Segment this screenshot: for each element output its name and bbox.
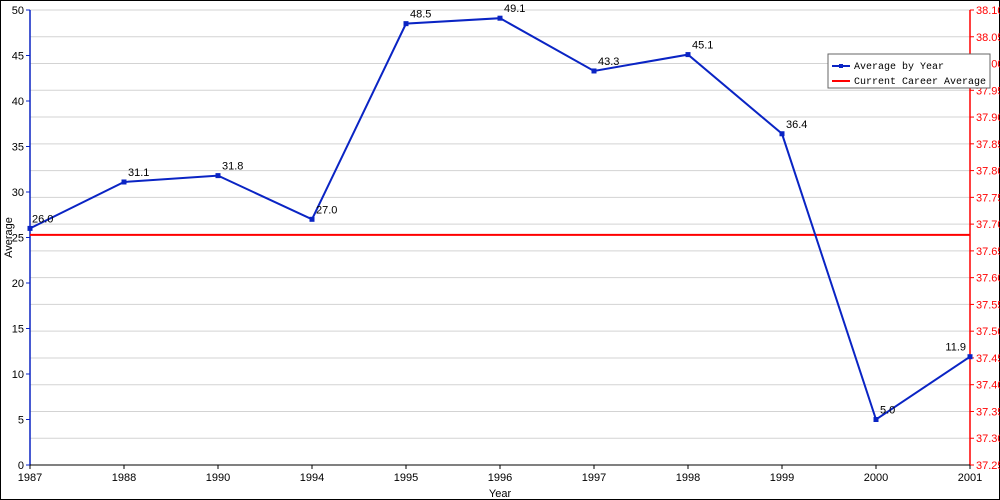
- data-point-marker: [780, 132, 784, 136]
- dual-axis-line-chart: 05101520253035404550Average37.2537.3037.…: [0, 0, 1000, 500]
- y-left-tick-label: 45: [12, 51, 24, 63]
- y-right-tick-label: 37.45: [976, 353, 1000, 365]
- y-left-tick-label: 5: [18, 415, 24, 427]
- y-right-tick-label: 37.35: [976, 406, 1000, 418]
- chart-container: 05101520253035404550Average37.2537.3037.…: [0, 0, 1000, 500]
- data-point-marker: [874, 418, 878, 422]
- data-point-label: 27.0: [316, 204, 337, 216]
- y-right-tick-label: 37.80: [976, 166, 1000, 178]
- data-point-label: 49.1: [504, 3, 525, 15]
- y-left-axis-label: Average: [3, 217, 15, 258]
- y-right-tick-label: 37.85: [976, 139, 1000, 151]
- data-point-label: 43.3: [598, 56, 619, 68]
- data-point-marker: [28, 226, 32, 230]
- x-tick-label: 1998: [676, 472, 700, 484]
- y-left-tick-label: 40: [12, 96, 24, 108]
- x-tick-label: 1996: [488, 472, 512, 484]
- y-right-tick-label: 37.65: [976, 246, 1000, 258]
- y-left-tick-label: 50: [12, 5, 24, 17]
- data-point-label: 48.5: [410, 9, 431, 21]
- data-point-marker: [498, 16, 502, 20]
- y-right-tick-label: 38.10: [976, 5, 1000, 17]
- x-axis-label: Year: [489, 488, 512, 500]
- y-left-tick-label: 20: [12, 278, 24, 290]
- data-point-marker: [216, 174, 220, 178]
- data-point-label: 11.9: [945, 342, 966, 354]
- x-tick-label: 2001: [958, 472, 982, 484]
- data-point-marker: [968, 355, 972, 359]
- y-left-tick-label: 35: [12, 142, 24, 154]
- x-tick-label: 1990: [206, 472, 230, 484]
- x-tick-label: 1987: [18, 472, 42, 484]
- y-right-tick-label: 37.30: [976, 433, 1000, 445]
- y-right-tick-label: 38.05: [976, 32, 1000, 44]
- y-left-tick-label: 10: [12, 369, 24, 381]
- legend-item-label: Average by Year: [854, 61, 944, 73]
- y-left-tick-label: 0: [18, 460, 24, 472]
- x-tick-label: 1997: [582, 472, 606, 484]
- data-point-label: 36.4: [786, 119, 807, 131]
- data-point-label: 5.0: [880, 405, 895, 417]
- data-point-label: 31.8: [222, 161, 243, 173]
- data-point-label: 31.1: [128, 167, 149, 179]
- y-right-tick-label: 37.40: [976, 380, 1000, 392]
- y-right-tick-label: 37.55: [976, 299, 1000, 311]
- data-point-label: 45.1: [692, 40, 713, 52]
- legend-item-label: Current Career Average: [854, 77, 986, 88]
- y-right-tick-label: 37.25: [976, 460, 1000, 472]
- data-point-marker: [592, 69, 596, 73]
- y-right-tick-label: 37.50: [976, 326, 1000, 338]
- x-tick-label: 1995: [394, 472, 418, 484]
- x-tick-label: 2000: [864, 472, 888, 484]
- y-right-tick-label: 37.75: [976, 192, 1000, 204]
- data-point-marker: [122, 180, 126, 184]
- data-point-label: 26.0: [32, 213, 53, 225]
- data-point-marker: [310, 217, 314, 221]
- y-right-tick-label: 37.90: [976, 112, 1000, 124]
- y-right-tick-label: 37.60: [976, 273, 1000, 285]
- x-tick-label: 1999: [770, 472, 794, 484]
- y-right-tick-label: 37.70: [976, 219, 1000, 231]
- y-left-tick-label: 30: [12, 187, 24, 199]
- data-point-marker: [404, 22, 408, 26]
- x-tick-label: 1994: [300, 472, 324, 484]
- x-tick-label: 1988: [112, 472, 136, 484]
- data-point-marker: [686, 53, 690, 57]
- y-left-tick-label: 15: [12, 324, 24, 336]
